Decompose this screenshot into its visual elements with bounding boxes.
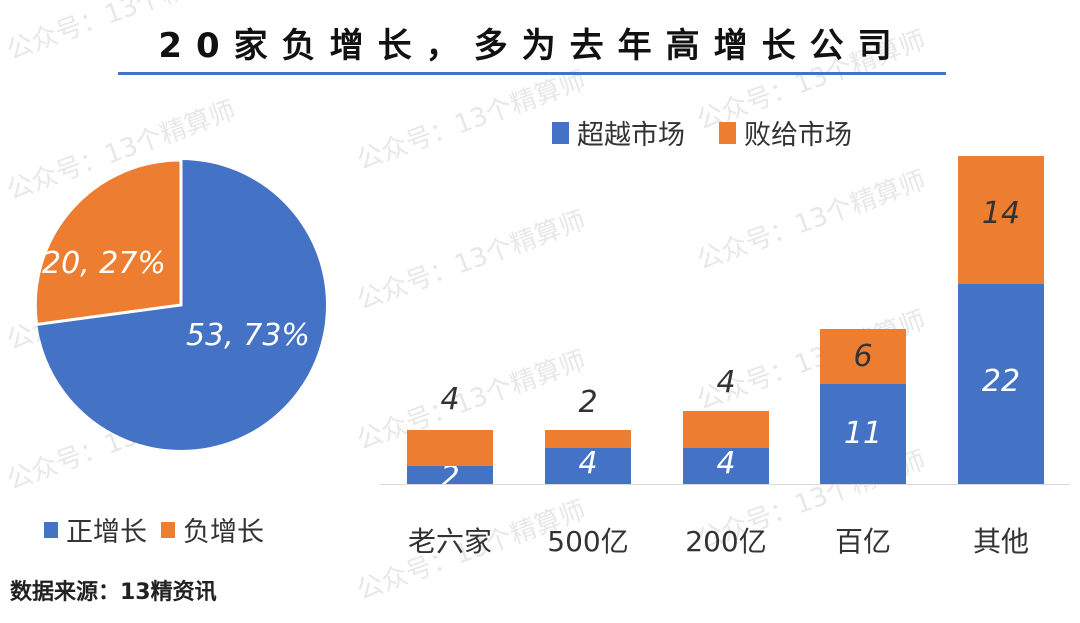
legend-swatch-orange-icon: [161, 521, 175, 538]
legend-swatch-blue-icon: [552, 121, 569, 144]
pie-label-negative: 20, 27%: [42, 246, 166, 281]
legend-item-positive: 正增长: [44, 510, 147, 549]
pie-slice-negative: [34, 158, 183, 327]
x-tick-label: 其他: [972, 525, 1029, 558]
legend-label: 超越市场: [577, 120, 685, 151]
x-tick-label: 百亿: [834, 525, 891, 558]
bar-segment-lose: [407, 430, 493, 466]
bar-segment-lose: [545, 430, 631, 448]
x-tick-label: 500亿: [547, 525, 629, 558]
bar-segment-beat: 22: [958, 284, 1044, 484]
bar-baiyi: 11 6: [820, 329, 906, 484]
legend-swatch-blue-icon: [44, 521, 58, 538]
x-axis-categories: 老六家 500亿 200亿 百亿 其他: [380, 520, 1070, 560]
bar-200yi: 4: [683, 411, 769, 484]
bar-value-label: 14: [981, 196, 1021, 231]
bar-value-label: 6: [853, 339, 873, 374]
legend-item-lose-market: 败给市场: [719, 113, 852, 152]
bar-segment-beat: 2: [407, 466, 493, 484]
chart-title: 20家负增长，多为去年高增长公司: [158, 26, 906, 66]
bar-value-label: 22: [981, 364, 1021, 399]
bar-laoliujia: 2: [407, 430, 493, 484]
bar-segment-lose: 14: [958, 156, 1044, 284]
bar-segment-beat: 11: [820, 384, 906, 484]
legend-label: 败给市场: [744, 120, 852, 151]
bar-value-label: 2: [578, 385, 598, 420]
title-underline: [118, 72, 946, 75]
bar-value-label: 4: [440, 382, 460, 417]
pie-legend: 正增长 负增长: [44, 510, 264, 549]
legend-item-beat-market: 超越市场: [552, 113, 685, 152]
bar-value-label: 4: [716, 365, 736, 400]
bar-legend: 超越市场 败给市场: [552, 113, 852, 152]
bar-value-label: 4: [578, 448, 598, 481]
bar-segment-beat: 4: [683, 448, 769, 484]
x-tick-label: 200亿: [685, 525, 767, 558]
data-source-note: 数据来源：13精资讯: [10, 580, 217, 605]
pie-label-positive: 53, 73%: [186, 318, 310, 353]
bar-value-label: 2: [440, 466, 460, 484]
bar-segment-lose: 6: [820, 329, 906, 384]
stacked-bar-chart: 2 4 4 2 4 4 11 6 22 14: [380, 140, 1070, 485]
pie-chart: [34, 158, 326, 450]
bar-value-label: 4: [716, 448, 736, 481]
bar-500yi: 4: [545, 430, 631, 484]
legend-item-negative: 负增长: [161, 510, 264, 549]
x-tick-label: 老六家: [407, 525, 492, 558]
x-axis-line: [380, 484, 1070, 485]
bar-segment-beat: 4: [545, 448, 631, 484]
bar-qita: 22 14: [958, 156, 1044, 484]
bar-segment-lose: [683, 411, 769, 448]
legend-label: 负增长: [183, 517, 264, 548]
bar-value-label: 11: [843, 416, 883, 451]
legend-swatch-orange-icon: [719, 121, 736, 144]
legend-label: 正增长: [66, 517, 147, 548]
